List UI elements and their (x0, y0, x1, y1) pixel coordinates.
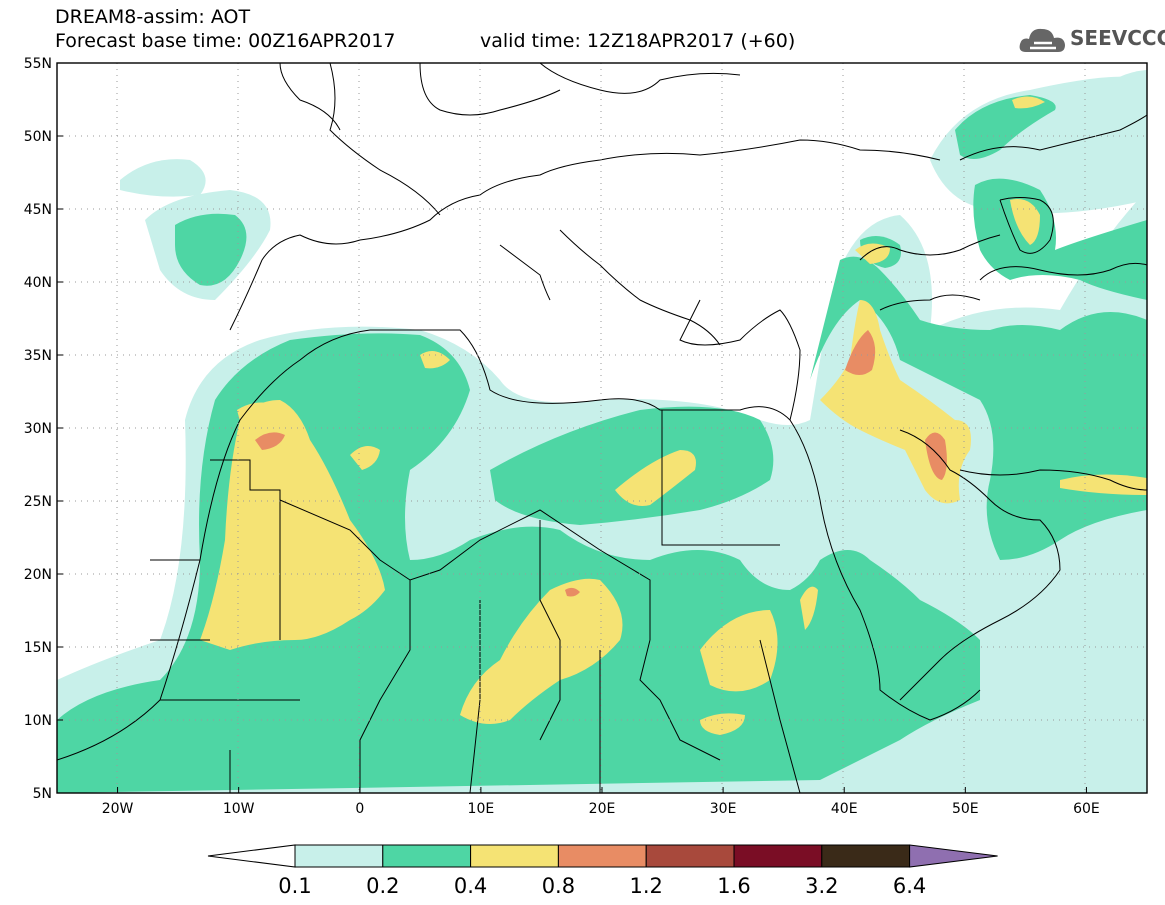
colorbar-label: 0.1 (278, 874, 311, 898)
colorbar-label: 1.6 (717, 874, 750, 898)
cloud-icon (1019, 28, 1065, 52)
y-tick-label: 35N (24, 348, 52, 364)
colorbar-cell (294, 844, 384, 868)
coastlines (57, 63, 1147, 793)
y-tick-label: 55N (24, 56, 52, 72)
x-tick-label: 30E (710, 801, 737, 817)
colorbar-over-arrow (909, 844, 998, 868)
aot-level-0.4 (200, 96, 1147, 735)
colorbar-cell (733, 844, 823, 868)
y-tick-label: 50N (24, 129, 52, 145)
forecast-base-time: Forecast base time: 00Z16APR2017 (55, 30, 396, 52)
y-tick-label: 10N (24, 713, 52, 729)
longitude-ticks: 20W 10W 0 10E 20E 30E 40E 50E 60E (102, 787, 1100, 817)
x-tick-label: 50E (952, 801, 979, 817)
valid-time: valid time: 12Z18APR2017 (+60) (480, 30, 796, 52)
y-tick-label: 5N (33, 786, 52, 802)
logo-text: SEEVCCC (1070, 26, 1165, 50)
colorbar-label: 0.4 (454, 874, 487, 898)
x-tick-label: 0 (355, 801, 364, 817)
colorbar-cell (645, 844, 735, 868)
colorbar-cell (382, 844, 472, 868)
y-tick-label: 45N (24, 202, 52, 218)
x-tick-label: 40E (831, 801, 858, 817)
colorbar-label: 1.2 (629, 874, 662, 898)
x-tick-label: 60E (1073, 801, 1100, 817)
colorbar-cell (821, 844, 911, 868)
colorbar-under-arrow (207, 844, 296, 868)
colorbar-cell (557, 844, 647, 868)
map-title: DREAM8-assim: AOT (55, 6, 251, 28)
x-tick-label: 20W (102, 801, 134, 817)
aot-level-0.8 (255, 330, 947, 597)
x-tick-label: 20E (589, 801, 616, 817)
y-tick-label: 40N (24, 275, 52, 291)
y-tick-label: 30N (24, 421, 52, 437)
colorbar-label: 0.8 (542, 874, 575, 898)
y-tick-label: 20N (24, 567, 52, 583)
colorbar-label: 3.2 (805, 874, 838, 898)
latitude-ticks: 5N 10N 15N 20N 25N 30N 35N 40N 45N 50N 55N (24, 56, 63, 802)
y-tick-label: 15N (24, 640, 52, 656)
colorbar-label: 0.2 (366, 874, 399, 898)
y-tick-label: 25N (24, 494, 52, 510)
colorbar-cell (470, 844, 559, 868)
x-tick-label: 10E (468, 801, 495, 817)
seevccc-logo: SEEVCCC (1018, 22, 1165, 58)
colorbar-label: 6.4 (893, 874, 926, 898)
aot-field (57, 70, 1147, 793)
x-tick-label: 10W (223, 801, 255, 817)
